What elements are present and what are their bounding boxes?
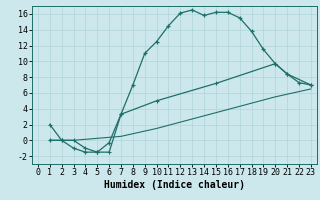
X-axis label: Humidex (Indice chaleur): Humidex (Indice chaleur) <box>104 180 245 190</box>
